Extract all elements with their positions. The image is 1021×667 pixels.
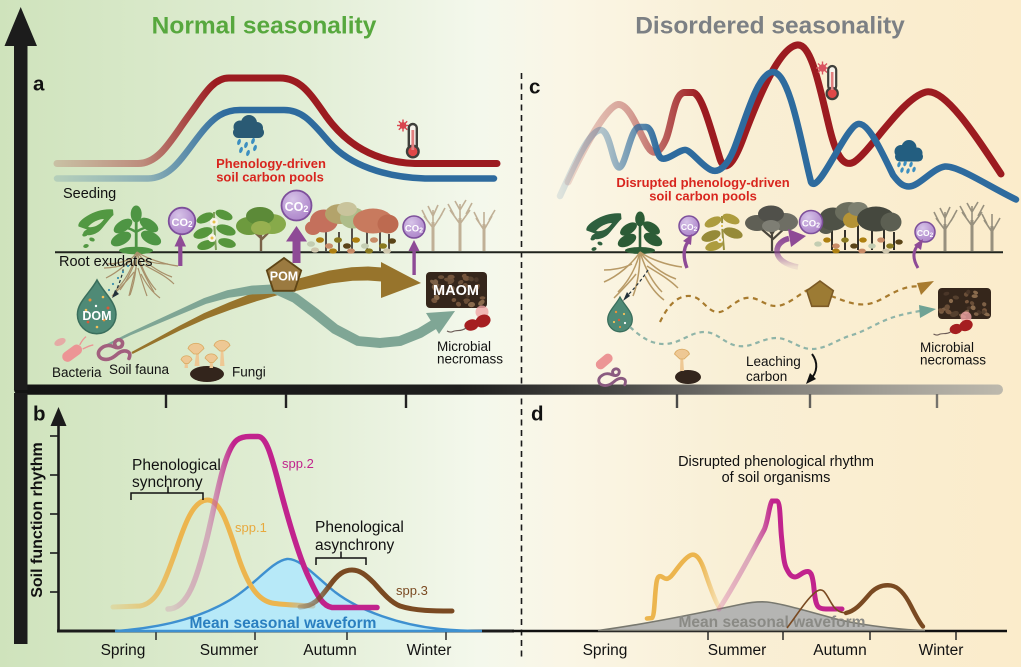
- svg-text:POM: POM: [270, 270, 298, 284]
- svg-text:CO2: CO2: [172, 217, 194, 229]
- svg-text:Disrupted phenology-driven: Disrupted phenology-driven: [616, 175, 789, 190]
- svg-text:DOM: DOM: [82, 309, 111, 323]
- svg-text:Mean seasonal waveform: Mean seasonal waveform: [190, 615, 377, 632]
- svg-text:Seeding: Seeding: [63, 186, 116, 202]
- svg-text:CO2: CO2: [405, 224, 423, 235]
- svg-text:CO2: CO2: [802, 219, 820, 230]
- svg-text:Normal seasonality: Normal seasonality: [152, 13, 377, 40]
- svg-text:Winter: Winter: [407, 642, 452, 659]
- svg-text:Spring: Spring: [101, 642, 146, 659]
- svg-text:spp.3: spp.3: [396, 583, 428, 598]
- svg-text:soil carbon pools: soil carbon pools: [216, 170, 324, 185]
- svg-text:necromass: necromass: [920, 353, 986, 368]
- svg-text:CO2: CO2: [285, 200, 309, 214]
- svg-text:Spring: Spring: [583, 642, 628, 659]
- svg-text:d: d: [531, 403, 544, 426]
- svg-text:Disrupted phenological rhythm: Disrupted phenological rhythm: [678, 454, 874, 470]
- svg-text:Phenological: Phenological: [132, 457, 221, 474]
- svg-text:Summer: Summer: [200, 642, 259, 659]
- svg-text:Phenological: Phenological: [315, 519, 404, 536]
- svg-text:spp.1: spp.1: [235, 520, 267, 535]
- svg-text:necromass: necromass: [437, 352, 503, 367]
- svg-text:Disordered seasonality: Disordered seasonality: [635, 13, 905, 40]
- svg-text:Bacteria: Bacteria: [52, 365, 102, 380]
- svg-text:a: a: [33, 73, 45, 96]
- svg-text:CO2: CO2: [681, 222, 698, 233]
- svg-text:asynchrony: asynchrony: [315, 537, 395, 554]
- svg-text:synchrony: synchrony: [132, 474, 203, 491]
- svg-text:c: c: [529, 76, 540, 99]
- svg-text:MAOM: MAOM: [433, 283, 479, 299]
- svg-text:Winter: Winter: [919, 642, 964, 659]
- svg-text:of soil organisms: of soil organisms: [722, 470, 831, 486]
- svg-text:Autumn: Autumn: [813, 642, 866, 659]
- svg-text:Summer: Summer: [708, 642, 767, 659]
- svg-text:carbon: carbon: [746, 369, 787, 384]
- svg-text:CO2: CO2: [917, 228, 934, 239]
- svg-text:b: b: [33, 403, 46, 426]
- svg-text:Microbial: Microbial: [920, 340, 974, 355]
- svg-text:spp.2: spp.2: [282, 456, 314, 471]
- svg-text:Fungi: Fungi: [232, 365, 266, 380]
- svg-text:Root exudates: Root exudates: [59, 254, 153, 270]
- svg-text:Leaching: Leaching: [746, 354, 801, 369]
- svg-text:Soil fauna: Soil fauna: [109, 362, 170, 377]
- svg-text:Soil function rhythm: Soil function rhythm: [29, 442, 46, 598]
- svg-text:Phenology-driven: Phenology-driven: [216, 156, 326, 171]
- svg-text:soil carbon pools: soil carbon pools: [649, 189, 757, 204]
- svg-text:Mean seasonal waveform: Mean seasonal waveform: [679, 614, 866, 631]
- svg-text:Microbial: Microbial: [437, 339, 491, 354]
- svg-text:Autumn: Autumn: [303, 642, 356, 659]
